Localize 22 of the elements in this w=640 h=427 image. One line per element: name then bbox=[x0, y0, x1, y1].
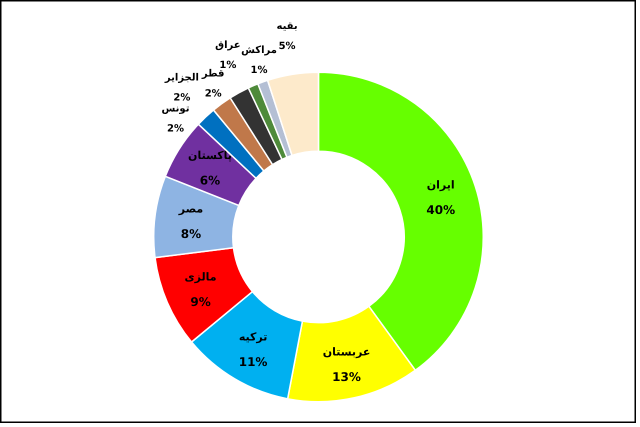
slice-label: مالزی bbox=[184, 270, 217, 284]
slice-label: مراکش bbox=[241, 44, 277, 56]
data-label: 13% bbox=[332, 370, 361, 384]
data-label: 5% bbox=[278, 40, 296, 52]
slice-label: مصر bbox=[178, 202, 204, 216]
data-label: 6% bbox=[200, 174, 220, 188]
slice-label: پاکستان bbox=[188, 149, 232, 162]
data-label: 2% bbox=[173, 92, 190, 104]
data-label: 2% bbox=[167, 124, 184, 135]
data-label: 9% bbox=[190, 294, 211, 309]
data-label: 8% bbox=[180, 227, 202, 242]
slice-label: الجزایر bbox=[164, 72, 199, 84]
slice-label: بقیه bbox=[276, 20, 298, 32]
slice-label: عراق bbox=[215, 40, 241, 52]
slice-label: ترکیه bbox=[238, 330, 268, 344]
data-label: 1% bbox=[250, 64, 268, 76]
slice-label: ایران bbox=[426, 178, 455, 192]
slice-label: عربستان bbox=[322, 346, 370, 359]
data-label: 40% bbox=[426, 203, 456, 218]
slice-label: تونس bbox=[162, 104, 190, 115]
data-label: 2% bbox=[204, 88, 222, 100]
data-label: 11% bbox=[238, 355, 268, 370]
